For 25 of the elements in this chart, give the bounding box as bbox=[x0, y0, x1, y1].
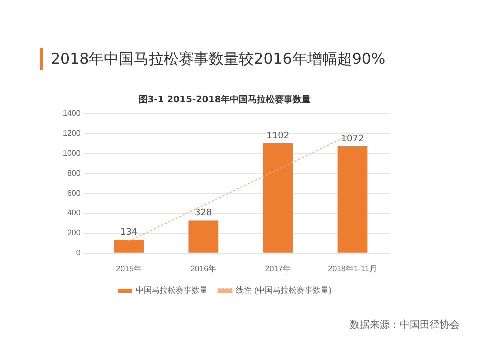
source-note: 数据来源：中国田径协会 bbox=[350, 318, 460, 332]
chart-title: 2018年中国马拉松赛事数量较2016年增幅超90% bbox=[40, 48, 386, 70]
bar bbox=[188, 220, 219, 253]
y-tick-label: 600 bbox=[67, 188, 82, 198]
y-tick-label: 200 bbox=[67, 228, 82, 238]
y-tick-label: 1400 bbox=[63, 109, 82, 118]
data-label: 134 bbox=[120, 228, 138, 238]
x-tick-label: 2016年 bbox=[190, 264, 217, 274]
legend-label: 中国马拉松赛事数量 bbox=[136, 286, 208, 296]
data-label: 328 bbox=[195, 208, 212, 219]
data-label: 1072 bbox=[341, 134, 364, 144]
data-label: 1102 bbox=[266, 131, 290, 142]
x-tick-label: 2018年1-11月 bbox=[328, 264, 378, 274]
chart-subtitle: 图3-1 2015-2018年中国马拉松赛事数量 bbox=[138, 94, 312, 106]
y-tick-label: 800 bbox=[67, 168, 82, 178]
y-tick-label: 400 bbox=[67, 208, 82, 218]
x-tick-label: 2017年 bbox=[265, 264, 292, 274]
x-tick-label: 2015年 bbox=[116, 264, 142, 274]
legend-label: 线性 (中国马拉松赛事数量) bbox=[236, 286, 332, 296]
y-tick-label: 0 bbox=[76, 248, 82, 258]
y-tick-label: 1000 bbox=[63, 148, 82, 158]
bar bbox=[338, 146, 368, 253]
y-tick-label: 1200 bbox=[63, 128, 82, 138]
bar bbox=[263, 144, 294, 253]
bar bbox=[114, 240, 144, 253]
